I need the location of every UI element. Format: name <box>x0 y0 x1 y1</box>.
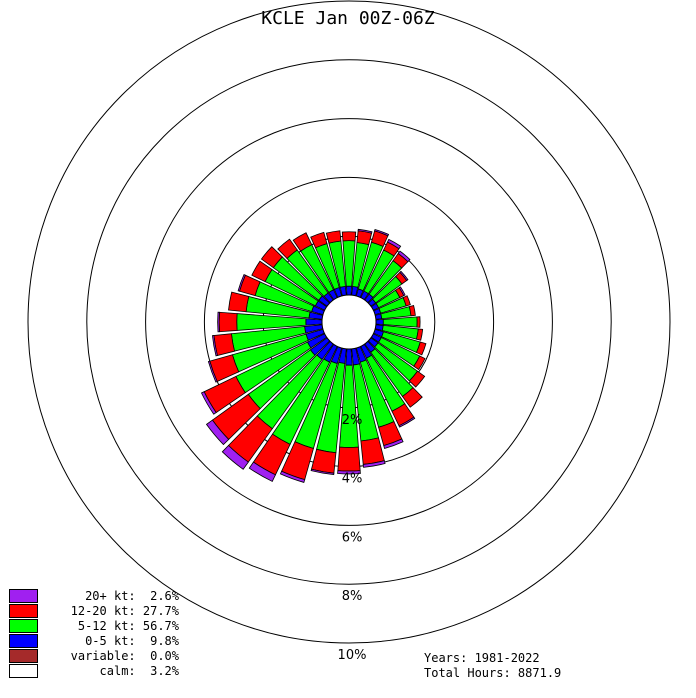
wind-bar-segment <box>228 291 250 313</box>
range-ring-label: 10% <box>338 648 367 663</box>
wind-bar-segment <box>292 232 313 252</box>
wind-bar-segment <box>218 311 238 333</box>
legend-swatch <box>9 604 38 618</box>
legend-swatch <box>9 619 38 633</box>
wind-bar-segment <box>415 328 424 341</box>
legend-label: calm: 3.2% <box>70 664 179 678</box>
wind-bar-segment <box>305 318 323 326</box>
chart-title: KCLE Jan 00Z-06Z <box>261 8 435 29</box>
info-box: Years: 1981-2022 Total Hours: 8871.9 <box>424 651 561 681</box>
range-ring-label: 8% <box>342 589 363 604</box>
wind-bar-segment <box>310 468 335 476</box>
wind-bar-segment <box>398 286 406 297</box>
wind-bar-segment <box>402 295 411 307</box>
wind-bar-segment <box>357 228 373 234</box>
legend-item: 0-5 kt: 9.8% <box>9 634 179 649</box>
wind-bar-segment <box>362 460 386 468</box>
wind-bar-segment <box>200 391 217 415</box>
wind-bar-segment <box>217 311 220 333</box>
legend: 20+ kt: 2.6% 12-20 kt: 27.7% 5-12 kt: 56.… <box>9 589 179 679</box>
wind-bar-segment <box>374 228 390 237</box>
wind-bar-segment <box>337 470 361 475</box>
legend-label: 12-20 kt: 27.7% <box>70 604 179 618</box>
range-ring-label: 6% <box>342 530 363 545</box>
legend-item: calm: 3.2% <box>9 664 179 679</box>
wind-bar-segment <box>325 230 342 244</box>
legend-item: 12-20 kt: 27.7% <box>9 604 179 619</box>
wind-bar-segment <box>375 318 384 326</box>
wind-bar-segment <box>310 448 337 474</box>
wind-bar-segment <box>277 238 298 260</box>
range-ring <box>27 0 671 644</box>
wind-bar-segment <box>408 370 426 388</box>
wind-bar-segment <box>205 419 230 446</box>
wind-bar-segment <box>251 260 273 283</box>
wind-bar-segment <box>345 348 353 366</box>
legend-swatch <box>9 649 38 663</box>
wind-bar-segment <box>211 335 218 357</box>
wind-bar-segment <box>207 360 218 383</box>
wind-bar-segment <box>399 270 409 282</box>
legend-item: 20+ kt: 2.6% <box>9 589 179 604</box>
legend-label: 5-12 kt: 56.7% <box>70 619 179 633</box>
wind-bar-segment <box>398 416 416 428</box>
legend-label: 20+ kt: 2.6% <box>77 589 179 603</box>
wind-bar-segment <box>408 305 416 317</box>
wind-bar-segment <box>360 437 385 465</box>
range-ring <box>86 59 612 585</box>
wind-bar-segment <box>260 246 283 269</box>
wind-bar-segment <box>237 274 246 292</box>
wind-bar-segment <box>416 316 421 328</box>
wind-bar-segment <box>279 470 306 483</box>
legend-item: 5-12 kt: 56.7% <box>9 619 179 634</box>
legend-label: 0-5 kt: 9.8% <box>70 634 179 648</box>
wind-bar-segment <box>345 285 353 296</box>
range-ring <box>145 118 553 526</box>
legend-item: variable: 0.0% <box>9 649 179 664</box>
calm-circle <box>321 294 377 350</box>
wind-bar-segment <box>386 238 402 250</box>
wind-bar-segment <box>401 387 423 408</box>
wind-bar-segment <box>248 461 276 482</box>
range-ring-label: 2% <box>342 413 363 428</box>
wind-bar-segment <box>413 355 426 371</box>
wind-bar-segment <box>310 231 328 249</box>
legend-swatch <box>9 664 38 678</box>
years-text: Years: 1981-2022 <box>424 651 540 665</box>
range-ring-label: 4% <box>342 472 363 487</box>
wind-bar-segment <box>383 438 404 449</box>
legend-label: variable: 0.0% <box>70 649 179 663</box>
wind-bar-segment <box>341 231 357 242</box>
wind-bar-segment <box>221 444 249 470</box>
total-hours-text: Total Hours: 8871.9 <box>424 666 562 680</box>
legend-swatch <box>9 589 38 603</box>
wind-bar-segment <box>415 341 427 356</box>
wind-bar-segment <box>337 446 361 472</box>
wind-bar-segment <box>397 250 411 263</box>
legend-swatch <box>9 634 38 648</box>
